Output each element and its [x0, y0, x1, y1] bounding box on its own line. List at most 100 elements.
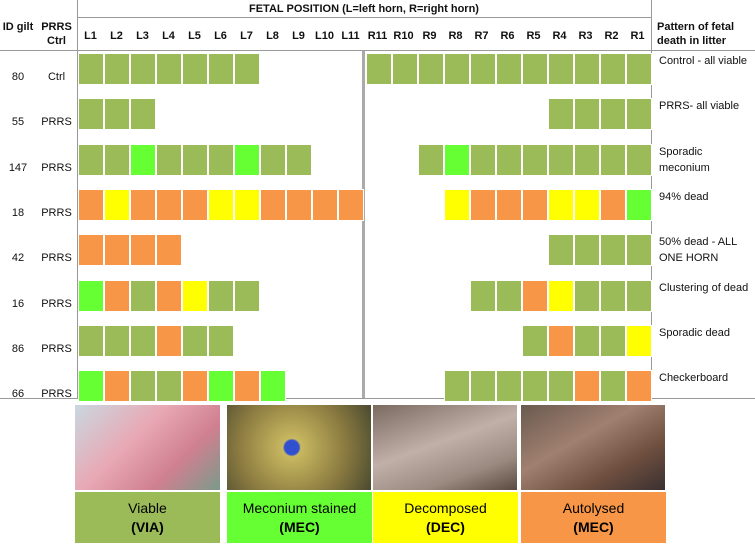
- fetus-cell: [599, 279, 626, 312]
- column-label: R3: [578, 30, 593, 42]
- fetus-cell: [547, 234, 574, 267]
- fetus-cell: [181, 143, 208, 176]
- fetus-cell: [77, 279, 104, 312]
- column-label: L10: [315, 30, 334, 42]
- fetus-cell: [573, 143, 600, 176]
- legend-box: Autolysed (MEC): [521, 492, 666, 543]
- fetus-cell: [77, 234, 104, 267]
- legend-box: Viable (VIA): [75, 492, 220, 543]
- fetus-cell: [547, 370, 574, 403]
- fetus-cell: [599, 53, 626, 85]
- fetus-cell: [495, 53, 522, 85]
- fetus-cell: [495, 143, 522, 176]
- fetus-cell: [599, 234, 626, 267]
- fetus-cell: [181, 324, 208, 357]
- fetus-cell: [129, 279, 156, 312]
- fetus-cell: [207, 188, 234, 221]
- fetus-cell: [285, 143, 312, 176]
- fetus-cell: [495, 370, 522, 403]
- pattern: Sporadic meconium: [659, 145, 710, 174]
- fetus-cell: [625, 234, 652, 267]
- pattern: PRRS- all viable: [659, 100, 740, 113]
- group: PRRS: [41, 206, 72, 219]
- column-label: R5: [526, 30, 541, 42]
- fetus-cell: [77, 188, 104, 221]
- fetus-cell: [129, 98, 156, 131]
- fetus-cell: [155, 188, 182, 221]
- fetus-cell: [547, 98, 574, 131]
- fetus-cell: [443, 53, 470, 85]
- fetus-cell: [417, 143, 444, 176]
- fetus-cell: [599, 324, 626, 357]
- fetus-cell: [469, 279, 496, 312]
- fetus-cell: [469, 370, 496, 403]
- fetus-cell: [155, 234, 182, 267]
- header-ctrl: PRRS Ctrl: [41, 21, 72, 47]
- legend-code: (MEC): [279, 518, 320, 535]
- legend-label: Autolysed: [562, 499, 625, 516]
- fetus-cell: [469, 143, 496, 176]
- fetus-cell: [129, 370, 156, 403]
- fetus-cell: [285, 188, 312, 221]
- fetus-cell: [155, 324, 182, 357]
- fetus-cell: [625, 98, 652, 131]
- fetus-cell: [625, 370, 652, 403]
- fetus-cell: [521, 279, 548, 312]
- fetus-cell: [233, 279, 260, 312]
- column-label: L9: [292, 30, 305, 42]
- column-label: R2: [604, 30, 619, 42]
- fetus-cell: [129, 188, 156, 221]
- column-label: L8: [266, 30, 279, 42]
- fetus-cell: [207, 53, 234, 85]
- fetus-cell: [259, 370, 286, 403]
- fetus-cell: [547, 143, 574, 176]
- fetus-cell: [547, 324, 574, 357]
- legend-box: Decomposed (DEC): [373, 492, 518, 543]
- fetus-cell: [103, 234, 130, 267]
- fetus-cell: [573, 53, 600, 85]
- column-label: L2: [110, 30, 123, 42]
- pattern: Checkerboard: [659, 372, 729, 385]
- fetus-cell: [103, 98, 130, 131]
- legend-label: Meconium stained: [242, 499, 357, 516]
- gilt-id: 66: [11, 388, 25, 401]
- fetus-cell: [495, 188, 522, 221]
- group: Ctrl: [47, 71, 66, 83]
- fetus-cell: [155, 53, 182, 85]
- fetus-cell: [233, 370, 260, 403]
- fetus-cell: [129, 234, 156, 267]
- fetus-cell: [573, 98, 600, 131]
- fetus-cell: [103, 370, 130, 403]
- header-id: ID gilt: [2, 21, 34, 33]
- fetus-cell: [155, 279, 182, 312]
- fetus-cell: [181, 370, 208, 403]
- column-label: R7: [474, 30, 489, 42]
- group: PRRS: [41, 297, 72, 310]
- legend-code: (MEC): [573, 518, 614, 535]
- rule: [0, 398, 755, 399]
- gilt-id: 42: [11, 252, 25, 265]
- fetus-cell: [77, 370, 104, 403]
- photo-autolysed: [521, 405, 665, 490]
- column-label: R1: [630, 30, 645, 42]
- pattern: 94% dead: [659, 190, 709, 203]
- header-pattern: Pattern of fetal death in litter: [657, 21, 735, 47]
- pattern: Sporadic dead: [659, 326, 730, 339]
- legend-code: (VIA): [131, 518, 164, 535]
- column-label: R10: [393, 30, 414, 42]
- group: PRRS: [41, 388, 72, 401]
- fetus-cell: [469, 53, 496, 85]
- gilt-id: 86: [11, 342, 25, 355]
- column-label: R6: [500, 30, 515, 42]
- fetus-cell: [103, 143, 130, 176]
- fetus-cell: [129, 53, 156, 85]
- fetus-cell: [207, 370, 234, 403]
- pattern: Control - all viable: [659, 55, 748, 67]
- photo-meconium: [227, 405, 371, 490]
- column-label: R9: [422, 30, 437, 42]
- fetus-cell: [625, 324, 652, 357]
- pattern: Clustering of dead: [659, 281, 749, 294]
- fetus-cell: [625, 143, 652, 176]
- fetus-cell: [417, 53, 444, 85]
- fetus-cell: [181, 188, 208, 221]
